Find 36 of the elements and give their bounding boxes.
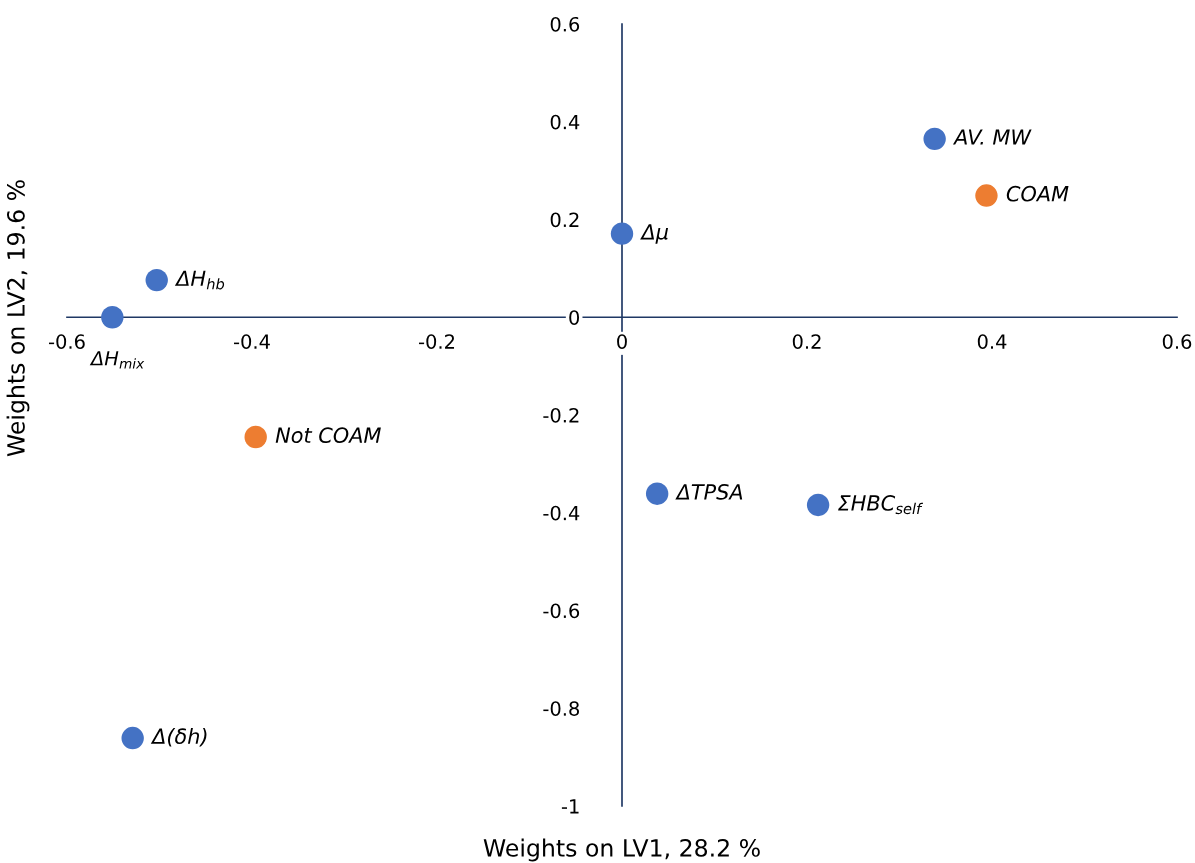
annotation: Δ(δh) (150, 727, 207, 747)
y-tick-label: -0.4 (543, 505, 580, 521)
annotation: Δμ (640, 224, 669, 244)
y-tick-label: 0.6 (550, 16, 580, 32)
annotation: ΣHBC$_{self}$ (838, 495, 923, 515)
x-tick-label: -0.2 (418, 334, 455, 349)
x-tick-label: 0.4 (977, 334, 1007, 349)
point (975, 184, 998, 207)
y-tick-label: -0.2 (543, 407, 579, 423)
x-axis-title: Weights on LV1, 28.2 % (483, 838, 760, 862)
x-tick-label: 0 (617, 334, 627, 349)
y-tick-label: -0.6 (543, 603, 580, 619)
point (244, 425, 267, 449)
point (806, 493, 830, 517)
annotation: Not COAM (275, 427, 381, 444)
y-tick-label: -1 (561, 799, 579, 814)
y-tick-label: 0.4 (550, 114, 580, 130)
annotation: COAM (1006, 185, 1069, 202)
annotation: ΔTPSA (675, 483, 743, 500)
y-axis-title: Weights on LV2, 19.6 % (6, 180, 30, 457)
x-tick-label: 0.6 (1162, 334, 1192, 349)
annotation: AV. MW (952, 129, 1032, 145)
y-tick-label: -0.8 (543, 701, 579, 716)
point (101, 306, 124, 329)
annotation: ΔH$_{mix}$ (89, 351, 145, 369)
y-tick-label: 0 (569, 310, 580, 325)
x-tick-label: -0.6 (48, 334, 85, 349)
point (923, 127, 946, 151)
annotation: ΔH$_{hb}$ (174, 270, 225, 290)
y-tick-label: 0.2 (550, 212, 579, 228)
point (645, 482, 669, 505)
x-tick-label: -0.4 (233, 334, 270, 349)
point (610, 222, 634, 245)
x-tick-label: 0.2 (792, 334, 821, 349)
point (121, 726, 144, 750)
point (145, 268, 168, 292)
